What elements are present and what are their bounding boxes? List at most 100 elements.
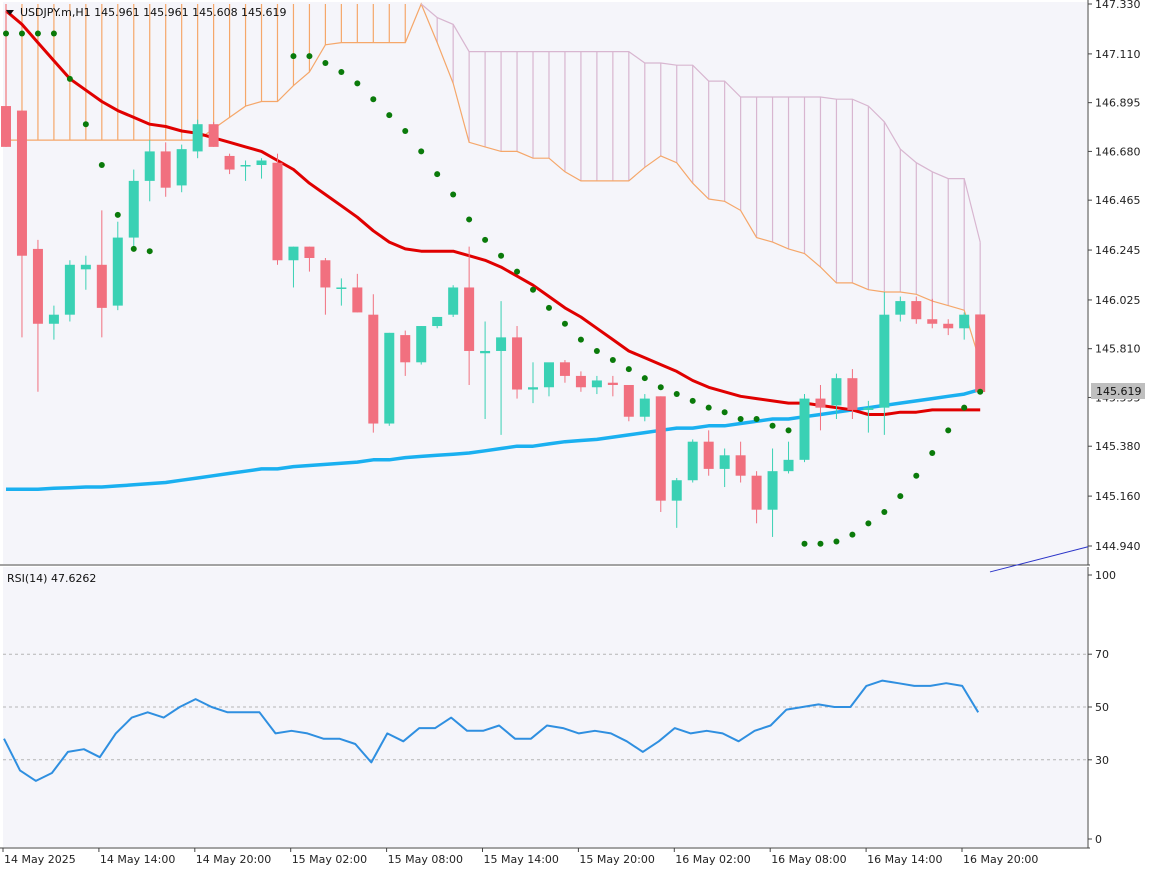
bull-candle-body: [288, 246, 299, 261]
psar-dot: [577, 336, 584, 343]
price-tick-label: 144.940: [1095, 540, 1141, 553]
time-axis[interactable]: 14 May 2025 14 May 14:00 14 May 20:00 15 Ma…: [2, 848, 1038, 866]
span-b-line: [420, 3, 981, 243]
bear-candle-body: [927, 319, 938, 324]
bear-candle-body: [847, 378, 858, 410]
time-tick-label: 14 May 2025: [4, 853, 76, 866]
price-tick-label: 145.810: [1095, 343, 1141, 356]
psar-dot: [530, 286, 537, 293]
psar-dot: [114, 211, 121, 218]
rsi-axis[interactable]: 100 70 50 30 0: [1088, 569, 1116, 846]
rsi-tick-label: 50: [1095, 701, 1109, 714]
psar-dot: [450, 191, 457, 198]
time-tick-label: 16 May 20:00: [963, 853, 1038, 866]
psar-dot: [466, 216, 473, 223]
bear-candle-body: [735, 455, 746, 476]
psar-dot: [705, 404, 712, 411]
bear-candle-body: [400, 335, 411, 363]
psar-dot: [865, 520, 872, 527]
bear-candle-body: [512, 337, 523, 390]
bull-candle-body: [591, 380, 602, 388]
rsi-tick-label: 100: [1095, 569, 1116, 582]
psar-dot: [897, 493, 904, 500]
bull-candle-body: [543, 362, 554, 388]
psar-dot: [945, 427, 952, 434]
bull-candle-body: [863, 407, 874, 410]
price-tick-label: 147.110: [1095, 48, 1141, 61]
bull-candle-body: [959, 314, 970, 329]
psar-dot: [673, 391, 680, 398]
bull-candle-body: [336, 287, 347, 289]
psar-dot: [146, 248, 153, 255]
bear-candle-body: [304, 246, 315, 258]
bear-candle-body: [208, 124, 219, 147]
bull-candle-body: [240, 165, 251, 167]
psar-dot: [322, 59, 329, 66]
psar-dot: [913, 472, 920, 479]
price-tick-label: 147.330: [1095, 0, 1141, 11]
psar-dot: [625, 366, 632, 373]
bear-candle-body: [224, 155, 235, 170]
psar-dot: [98, 162, 105, 169]
bear-candle-body: [1, 106, 11, 147]
rsi-line: [3, 679, 980, 782]
price-tick-label: 146.025: [1095, 294, 1141, 307]
rsi-tick-label: 0: [1095, 833, 1102, 846]
psar-dot: [514, 268, 521, 275]
psar-dot: [753, 416, 760, 423]
time-tick-label: 16 May 02:00: [675, 853, 750, 866]
bear-candle-body: [751, 475, 762, 510]
psar-dot: [593, 347, 600, 354]
psar-dot: [977, 388, 984, 395]
time-tick-label: 15 May 14:00: [484, 853, 559, 866]
psar-dot: [18, 30, 25, 37]
psar-dot: [306, 53, 313, 60]
psar-dot: [737, 416, 744, 423]
bull-candle-body: [48, 314, 59, 324]
parabolic-sar: [3, 30, 984, 547]
bull-candle-body: [192, 124, 203, 152]
bear-candle-body: [575, 375, 586, 388]
time-tick-label: 15 May 08:00: [388, 853, 463, 866]
price-tick-label: 145.380: [1095, 440, 1141, 453]
price-tick-label: 146.895: [1095, 97, 1141, 110]
psar-dot: [338, 69, 345, 76]
price-plot-area[interactable]: [3, 2, 1087, 564]
bull-candle-body: [687, 441, 698, 481]
time-tick-label: 16 May 14:00: [867, 853, 942, 866]
bull-candle-body: [831, 378, 842, 406]
psar-dot: [833, 538, 840, 545]
bull-candle-body: [767, 471, 778, 510]
bull-candle-body: [416, 326, 427, 363]
time-tick-label: 16 May 08:00: [771, 853, 846, 866]
bull-candle-body: [112, 237, 123, 306]
psar-dot: [801, 540, 808, 547]
bull-candle-body: [671, 480, 682, 501]
bear-candle-body: [464, 287, 475, 351]
psar-dot: [370, 96, 377, 103]
psar-dot: [689, 397, 696, 404]
bear-candle-body: [96, 264, 107, 308]
bear-candle-body: [352, 287, 363, 313]
psar-dot: [721, 409, 728, 416]
bull-candle-body: [895, 301, 906, 315]
bear-candle-body: [272, 162, 283, 261]
time-tick-label: 14 May 20:00: [196, 853, 271, 866]
bear-candle-body: [32, 248, 43, 324]
psar-dot: [498, 252, 505, 259]
candles: [1, 4, 986, 537]
symbol-menu-triangle-icon[interactable]: [6, 10, 14, 15]
bull-candle-body: [496, 337, 507, 351]
bull-candle-body: [448, 287, 459, 315]
psar-dot: [34, 30, 41, 37]
trendline[interactable]: [989, 546, 1089, 573]
bull-candle-body: [719, 455, 730, 469]
psar-dot: [354, 80, 361, 87]
rsi-label: RSI(14) 47.6262: [7, 572, 96, 585]
psar-dot: [402, 127, 409, 134]
time-tick-label: 14 May 14:00: [100, 853, 175, 866]
bull-candle-body: [639, 398, 650, 417]
current-price-tag: [1091, 383, 1145, 399]
bull-candle-body: [80, 264, 91, 270]
